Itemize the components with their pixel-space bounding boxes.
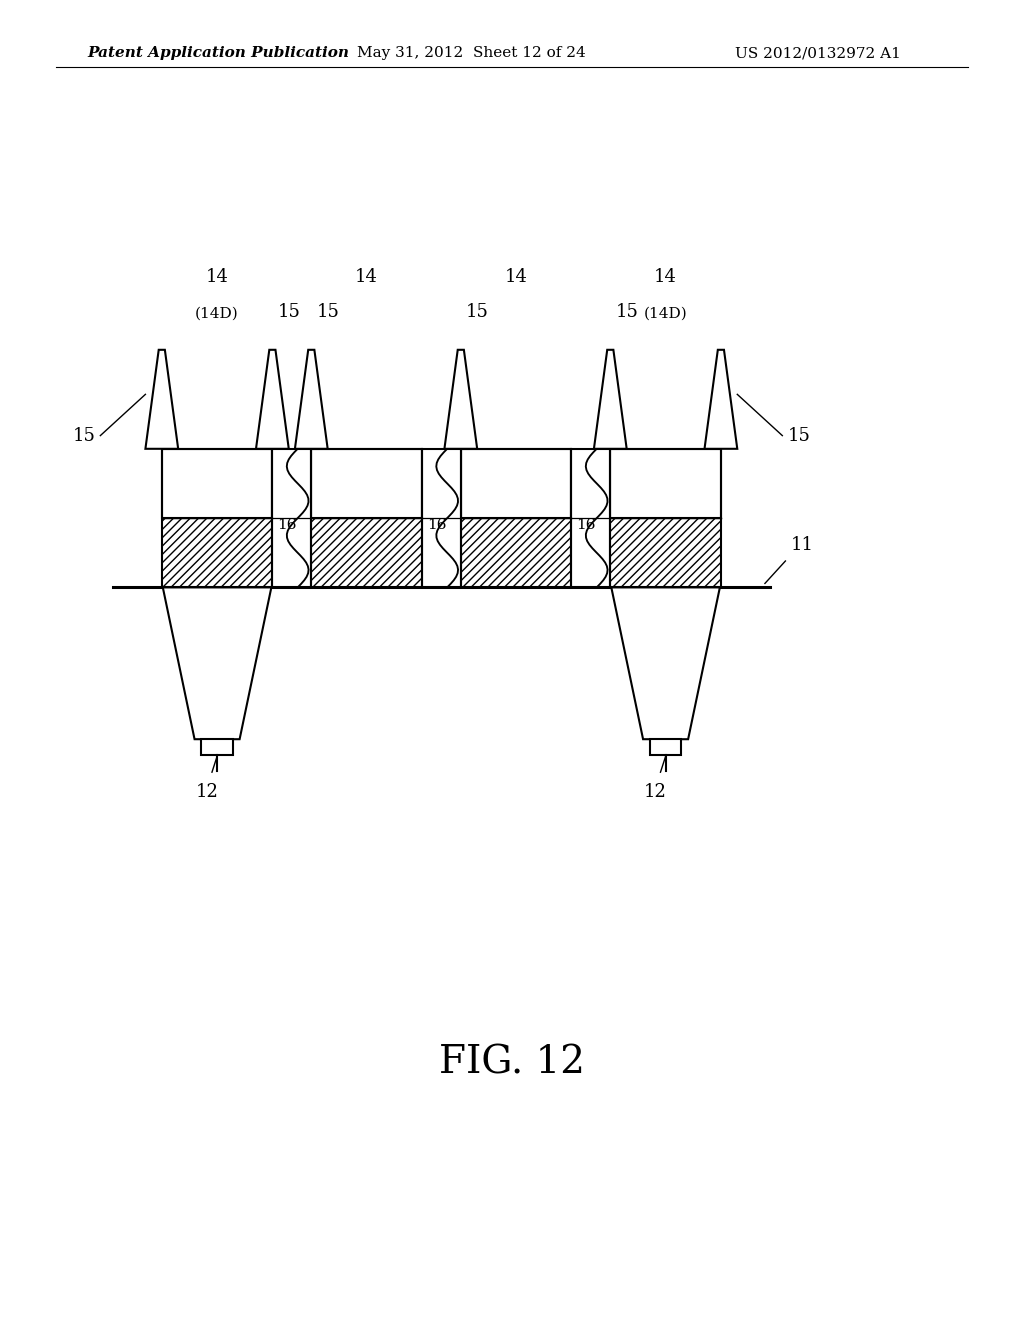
Text: 16: 16 <box>577 517 596 532</box>
Polygon shape <box>295 350 328 449</box>
Text: (14D): (14D) <box>644 306 687 321</box>
Text: 15: 15 <box>787 426 810 445</box>
Text: (14D): (14D) <box>196 306 239 321</box>
Polygon shape <box>461 449 571 517</box>
Polygon shape <box>311 449 422 517</box>
Polygon shape <box>611 587 720 739</box>
Text: 12: 12 <box>196 783 218 801</box>
Polygon shape <box>256 350 289 449</box>
Polygon shape <box>162 517 272 587</box>
Text: 11: 11 <box>791 536 813 554</box>
Text: 14: 14 <box>206 268 228 286</box>
Text: 15: 15 <box>73 426 95 445</box>
Text: 14: 14 <box>505 268 527 286</box>
Polygon shape <box>272 449 311 587</box>
Text: 16: 16 <box>427 517 446 532</box>
Text: 15: 15 <box>278 302 300 321</box>
Text: 15: 15 <box>466 302 488 321</box>
Text: US 2012/0132972 A1: US 2012/0132972 A1 <box>735 46 901 61</box>
Text: FIG. 12: FIG. 12 <box>439 1044 585 1081</box>
Polygon shape <box>145 350 178 449</box>
Polygon shape <box>594 350 627 449</box>
Polygon shape <box>162 449 272 517</box>
Polygon shape <box>650 739 681 755</box>
Text: 12: 12 <box>644 783 667 801</box>
Polygon shape <box>705 350 737 449</box>
Polygon shape <box>163 587 271 739</box>
Text: 14: 14 <box>654 268 677 286</box>
Text: 16: 16 <box>278 517 297 532</box>
Polygon shape <box>202 739 232 755</box>
Polygon shape <box>461 517 571 587</box>
Polygon shape <box>444 350 477 449</box>
Text: Patent Application Publication: Patent Application Publication <box>87 46 349 61</box>
Text: 15: 15 <box>316 302 339 321</box>
Polygon shape <box>610 517 721 587</box>
Text: May 31, 2012  Sheet 12 of 24: May 31, 2012 Sheet 12 of 24 <box>356 46 586 61</box>
Polygon shape <box>610 449 721 517</box>
Polygon shape <box>422 449 461 587</box>
Polygon shape <box>311 517 422 587</box>
Text: 14: 14 <box>355 268 378 286</box>
Text: 15: 15 <box>615 302 638 321</box>
Polygon shape <box>571 449 610 587</box>
